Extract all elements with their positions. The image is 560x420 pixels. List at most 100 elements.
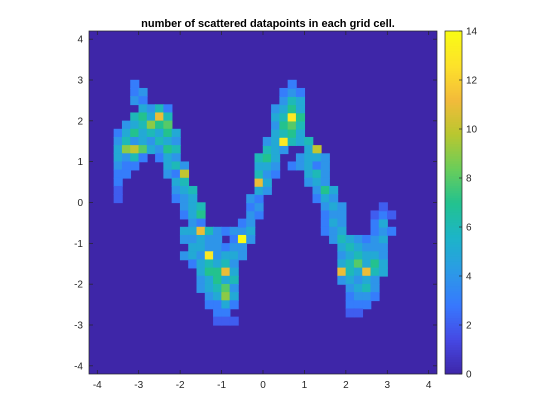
heatmap-cell [378,202,388,212]
heatmap-cell [370,283,380,293]
colorbar-segment [445,33,462,37]
colorbar-segment [445,45,462,49]
heatmap-cell [155,104,165,114]
heatmap-cell [353,251,364,261]
colorbar-segment [445,195,462,199]
heatmap-cell [188,210,198,220]
heatmap-cell [271,169,281,179]
heatmap-cell [287,120,297,130]
y-tick-label: 1 [77,157,83,168]
heatmap-cell [229,275,239,285]
colorbar-tick-label: 6 [466,223,472,234]
colorbar-segment [445,283,462,287]
heatmap-cell [138,96,148,106]
heatmap-cell [271,128,281,138]
colorbar-segment [445,97,462,101]
colorbar-segment [445,234,462,238]
colorbar-segment [445,356,462,360]
heatmap-cell [370,267,380,277]
heatmap-cell [295,96,306,106]
heatmap-cell [246,202,256,212]
heatmap-cell [163,145,173,155]
heatmap-cell [246,218,256,228]
heatmap-cell [271,136,281,146]
heatmap-cell [229,316,239,326]
heatmap-cell [271,153,281,163]
heatmap-cell [345,300,355,310]
heatmap-cell [179,202,190,212]
colorbar-segment [445,94,462,98]
colorbar-segment [445,204,462,208]
heatmap-cell [130,136,140,146]
colorbar-segment [445,290,462,294]
y-tick-label: 3 [77,76,83,87]
heatmap-cell [320,169,330,179]
colorbar-segment [445,146,462,150]
heatmap-cell [337,234,347,244]
heatmap-cell [295,161,306,171]
colorbar-segment [445,160,462,164]
colorbar: 0 2 4 6 8 10 12 14 [444,27,478,381]
heatmap-cell [163,153,173,163]
heatmap-cell [155,120,165,130]
heatmap-cell [370,210,380,220]
heatmap-cell [362,259,372,269]
heatmap-cell [229,226,239,236]
colorbar-segment [445,295,462,299]
heatmap-cell [130,145,140,155]
colorbar-segment [445,251,462,255]
colorbar-segment [445,168,462,172]
heatmap-cell [378,218,388,228]
colorbar-segment [445,253,462,257]
heatmap-cell [254,153,264,163]
x-tick-label: 3 [385,380,391,391]
heatmap-cell [271,112,281,122]
heatmap-cell [320,218,330,228]
heatmap-cell [271,104,281,114]
heatmap-cell [196,243,206,253]
colorbar-segment [445,229,462,233]
heatmap-cell [279,104,289,114]
colorbar-segment [445,178,462,181]
y-tick-label: 4 [77,35,83,46]
colorbar-segment [445,325,462,328]
colorbar-tick-label: 4 [466,272,472,283]
heatmap-cell [287,128,297,138]
heatmap-cell [237,243,248,253]
colorbar-segment [445,84,462,88]
heatmap-cell [213,259,223,269]
heatmap-cell [213,226,223,236]
heatmap-cell [362,267,372,277]
colorbar-segment [445,334,462,338]
x-tick-label: 0 [260,380,266,391]
heatmap-cell [337,218,347,228]
heatmap-cell [287,161,297,171]
heatmap-cell [113,177,123,187]
colorbar-segment [445,320,462,324]
colorbar-segment [445,288,462,292]
heatmap-cell [295,87,306,97]
heatmap-cells [113,79,397,326]
heatmap-cell [188,194,198,204]
colorbar-segment [445,315,462,319]
heatmap-cell [213,234,223,244]
colorbar-segment [445,268,462,272]
heatmap-cell [287,104,297,114]
heatmap-cell [196,210,206,220]
colorbar-segment [445,207,462,211]
heatmap-cell [287,96,297,106]
heatmap-cell [320,194,330,204]
heatmap-cell [146,128,156,138]
heatmap-cell [130,120,140,130]
colorbar-segment [445,43,462,47]
heatmap-cell [329,226,339,236]
y-tick-label: 0 [77,198,83,209]
heatmap-cell [155,112,165,122]
heatmap-cell [304,177,314,187]
heatmap-cell [337,210,347,220]
heatmap-cell [171,161,181,171]
heatmap-cell [138,136,148,146]
heatmap-cell [353,234,364,244]
heatmap-cell [130,79,140,89]
heatmap-cell [345,259,355,269]
